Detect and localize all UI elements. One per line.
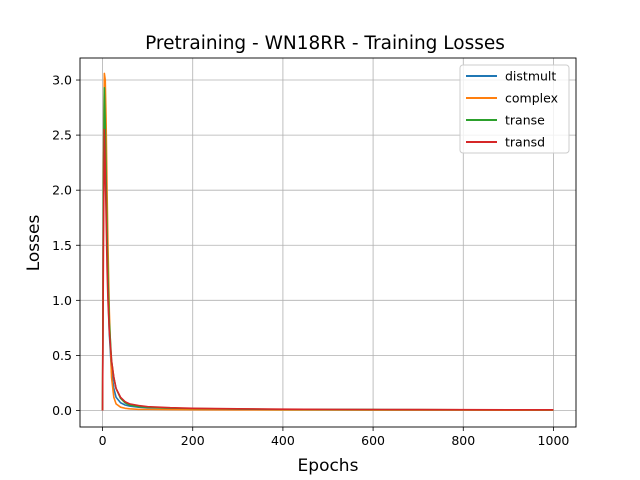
x-tick-label: 0 bbox=[99, 433, 107, 448]
y-tick-label: 0.0 bbox=[52, 403, 72, 418]
y-tick-label: 3.0 bbox=[52, 73, 72, 88]
y-tick-label: 2.5 bbox=[52, 128, 72, 143]
chart-title: Pretraining - WN18RR - Training Losses bbox=[145, 33, 505, 54]
legend-label-distmult: distmult bbox=[505, 69, 556, 84]
axis-ticks: 0 200 400 600 800 1000 0.0 0.5 1.0 1.5 2.0 2.5 3.0 bbox=[52, 73, 569, 448]
grid-lines bbox=[80, 58, 576, 427]
legend-label-transd: transd bbox=[505, 135, 545, 150]
x-tick-label: 600 bbox=[361, 433, 385, 448]
legend-items: distmult complex transe transd bbox=[466, 69, 558, 150]
legend-label-complex: complex bbox=[505, 91, 558, 106]
legend-label-transe: transe bbox=[505, 113, 545, 128]
legend-box bbox=[459, 64, 570, 154]
plot-area bbox=[101, 72, 554, 411]
legend: distmult complex transe transd bbox=[459, 64, 570, 154]
x-tick-label: 1000 bbox=[538, 433, 570, 448]
x-tick-label: 400 bbox=[271, 433, 295, 448]
x-tick-label: 200 bbox=[181, 433, 205, 448]
y-tick-label: 1.5 bbox=[52, 238, 72, 253]
y-tick-label: 0.5 bbox=[52, 348, 72, 363]
x-axis-title: Epochs bbox=[298, 456, 359, 476]
y-tick-label: 1.0 bbox=[52, 293, 72, 308]
series-line-transd bbox=[101, 128, 554, 411]
y-axis-title: Losses bbox=[24, 215, 44, 272]
x-tick-label: 800 bbox=[451, 433, 475, 448]
y-tick-label: 2.0 bbox=[52, 183, 72, 198]
axes-frame bbox=[79, 57, 577, 428]
